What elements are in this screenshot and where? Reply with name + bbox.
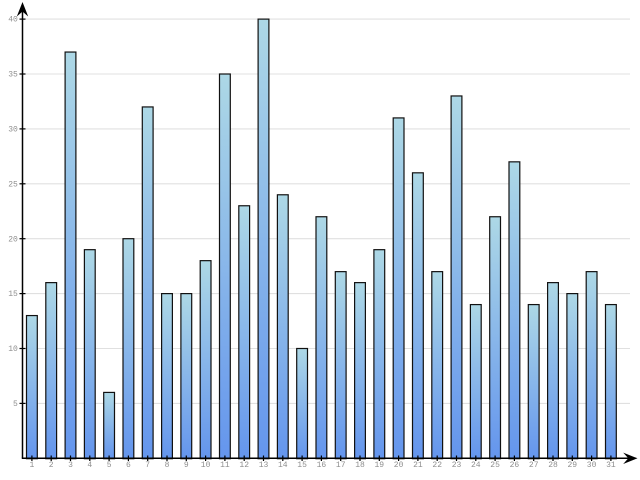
svg-text:29: 29 bbox=[567, 461, 577, 470]
svg-text:8: 8 bbox=[165, 461, 170, 470]
svg-text:5: 5 bbox=[13, 400, 18, 409]
svg-text:25: 25 bbox=[490, 461, 500, 470]
svg-text:18: 18 bbox=[355, 461, 365, 470]
svg-text:17: 17 bbox=[336, 461, 346, 470]
svg-text:21: 21 bbox=[413, 461, 423, 470]
svg-text:3: 3 bbox=[68, 461, 73, 470]
svg-text:4: 4 bbox=[87, 461, 92, 470]
svg-text:1: 1 bbox=[29, 461, 34, 470]
svg-text:6: 6 bbox=[126, 461, 131, 470]
svg-text:28: 28 bbox=[548, 461, 558, 470]
svg-text:19: 19 bbox=[374, 461, 384, 470]
svg-text:31: 31 bbox=[606, 461, 616, 470]
svg-text:40: 40 bbox=[8, 16, 18, 25]
svg-text:30: 30 bbox=[8, 126, 18, 135]
svg-text:14: 14 bbox=[278, 461, 288, 470]
svg-text:25: 25 bbox=[8, 180, 18, 189]
svg-text:24: 24 bbox=[471, 461, 481, 470]
svg-text:13: 13 bbox=[259, 461, 269, 470]
svg-text:5: 5 bbox=[107, 461, 112, 470]
svg-text:27: 27 bbox=[529, 461, 539, 470]
svg-text:20: 20 bbox=[394, 461, 404, 470]
svg-text:11: 11 bbox=[220, 461, 230, 470]
svg-text:22: 22 bbox=[432, 461, 442, 470]
svg-text:23: 23 bbox=[452, 461, 462, 470]
svg-text:15: 15 bbox=[297, 461, 307, 470]
svg-text:7: 7 bbox=[145, 461, 150, 470]
svg-text:12: 12 bbox=[239, 461, 249, 470]
svg-text:16: 16 bbox=[317, 461, 327, 470]
svg-text:20: 20 bbox=[8, 235, 18, 244]
svg-text:26: 26 bbox=[510, 461, 520, 470]
svg-text:10: 10 bbox=[8, 345, 18, 354]
svg-text:15: 15 bbox=[8, 290, 18, 299]
svg-text:10: 10 bbox=[201, 461, 211, 470]
svg-text:9: 9 bbox=[184, 461, 189, 470]
svg-text:30: 30 bbox=[587, 461, 597, 470]
svg-text:2: 2 bbox=[49, 461, 54, 470]
svg-text:35: 35 bbox=[8, 71, 18, 80]
